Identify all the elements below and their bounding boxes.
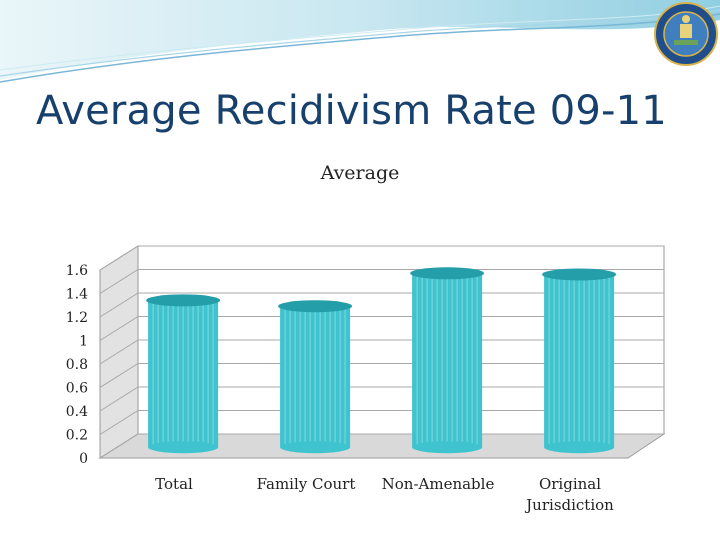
x-category-label: Non-Amenable: [382, 475, 495, 493]
bar-base: [412, 441, 483, 454]
chart-title: Average: [320, 162, 400, 184]
y-tick-label: 0.2: [66, 428, 88, 444]
gridline-side: [99, 363, 139, 388]
bar-chart: 0 0.2 0.4 0.6 0.8 1 1.2 1.4 1.6 Total Family Cour…: [48, 196, 672, 516]
bars: [146, 267, 617, 454]
bar-base: [544, 441, 615, 454]
bar-top: [410, 267, 485, 280]
bar-top: [146, 294, 221, 307]
x-category-label: Family Court: [257, 475, 356, 493]
x-axis-categories: Total Family Court Non-Amenable Original Jur…: [155, 475, 614, 514]
gridline-side: [99, 386, 139, 412]
gridline-side: [99, 339, 139, 365]
bar-body: [412, 273, 483, 448]
y-tick-label: 1.6: [66, 263, 88, 279]
y-tick-label: 0.8: [66, 357, 88, 373]
bar: [278, 300, 353, 454]
bar-base: [280, 441, 351, 454]
bar-top: [542, 268, 617, 281]
y-axis-ticks: 0 0.2 0.4 0.6 0.8 1 1.2 1.4 1.6: [66, 263, 88, 467]
bar-body: [148, 300, 219, 448]
x-category-label: Original Jurisdiction: [524, 475, 614, 514]
x-category-label: Total: [155, 475, 193, 493]
gridline-side: [99, 433, 139, 459]
bar: [146, 294, 221, 454]
gridline-side: [99, 245, 139, 271]
slide-title: Average Recidivism Rate 09-11: [36, 88, 667, 134]
y-tick-label: 0.6: [66, 381, 88, 397]
bar-body: [544, 274, 615, 448]
y-tick-label: 1: [79, 334, 88, 350]
y-tick-label: 0.4: [66, 404, 88, 420]
bar-top: [278, 300, 353, 313]
bar-base: [148, 441, 219, 454]
y-tick-label: 1.2: [66, 310, 88, 326]
gridline-side: [99, 292, 139, 318]
y-tick-label: 1.4: [66, 287, 88, 303]
y-tick-label: 0: [79, 451, 88, 467]
bar: [542, 268, 617, 454]
seal-emblem-icon: [654, 2, 718, 66]
gridline-side: [99, 316, 139, 341]
gridline-side: [99, 269, 139, 294]
bar-body: [280, 306, 351, 448]
gridline-side: [99, 410, 139, 435]
header-wave-banner: [0, 0, 720, 83]
bar: [410, 267, 485, 454]
